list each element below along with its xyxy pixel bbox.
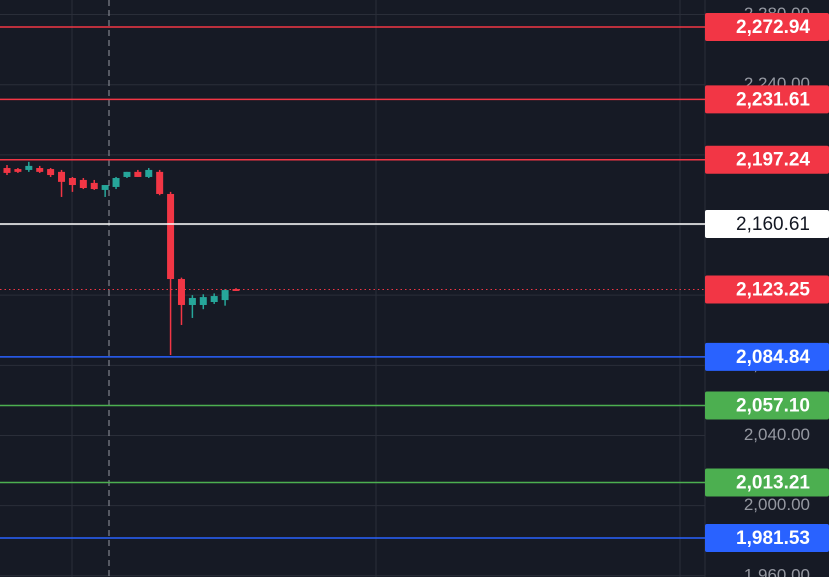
candle-body [177,279,185,305]
candle-body [36,168,44,172]
price-badge [705,342,829,371]
price-label: 2,013.21 [736,472,810,493]
price-label: 2,231.61 [736,89,810,110]
candle-body [123,171,131,177]
candle-body [112,178,120,187]
y-tick-label: 1,960.00 [744,565,810,577]
price-badge [705,391,829,420]
price-badge [705,12,829,41]
candle-body [58,171,66,182]
price-label: 2,084.84 [736,347,810,368]
candle-body [14,169,22,172]
candle-body [210,296,218,303]
candle-body [188,297,196,305]
price-label: 1,981.53 [736,528,810,549]
price-badge [705,209,829,238]
candle-body [232,289,240,291]
candle-body [199,297,207,305]
candle-body [101,185,109,190]
candle-body [221,290,229,301]
candle-body [134,171,142,177]
price-label: 2,160.61 [736,214,810,235]
price-label: 2,123.25 [736,279,810,300]
price-badge [705,275,829,304]
price-badge [705,145,829,174]
candle-body [90,182,98,190]
candle-body [68,178,76,186]
price-label: 2,197.24 [736,150,810,171]
price-label: 2,272.94 [736,17,810,38]
y-tick-label: 2,000.00 [744,495,810,514]
price-badge [705,524,829,553]
candle-body [145,169,153,177]
y-tick-label: 2,040.00 [744,425,810,444]
candle-body [47,169,55,176]
price-label: 2,057.10 [736,395,810,416]
price-badge [705,468,829,497]
price-badge [705,85,829,114]
candle-body [156,171,164,194]
candle-body [3,168,11,173]
candle-body [79,179,87,189]
candle-body [25,165,33,170]
candle-body [167,193,175,280]
grid [0,0,705,577]
